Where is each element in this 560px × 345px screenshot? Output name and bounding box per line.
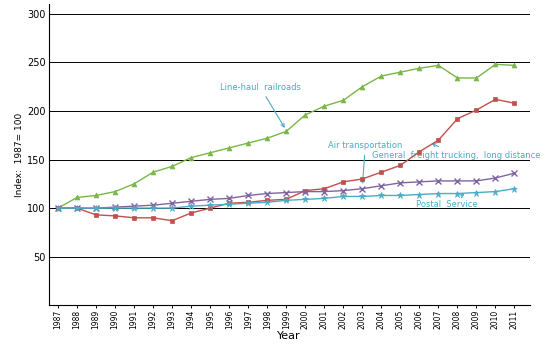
Text: Postal  Service: Postal Service [416, 195, 477, 209]
Text: Line-haul  railroads: Line-haul railroads [220, 82, 301, 127]
X-axis label: Year: Year [277, 331, 301, 341]
Text: General  freight trucking,  long distance: General freight trucking, long distance [372, 144, 540, 159]
Text: Air transportation: Air transportation [328, 141, 403, 183]
Y-axis label: Index:  1987= 100: Index: 1987= 100 [15, 112, 25, 197]
